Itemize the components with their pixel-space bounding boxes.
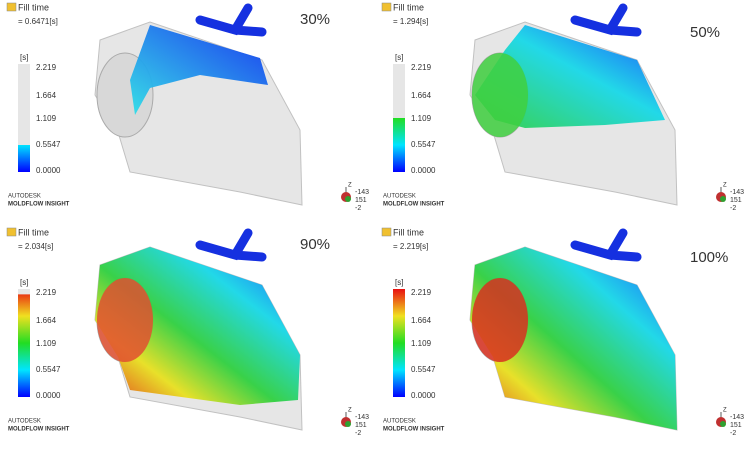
- filled-region: [130, 25, 268, 115]
- result-panel: Fill time = 0.6471[s] 30% [s] 2.219 1.664 1.10…: [6, 2, 369, 212]
- view-coordinate: -143: [730, 189, 744, 196]
- result-value: = 1.294[s]: [393, 17, 428, 26]
- legend-label: 0.0000: [36, 391, 61, 400]
- filled-region: [470, 247, 677, 430]
- axis-triad-ball: [345, 196, 351, 202]
- axis-label: Z: [723, 183, 727, 189]
- filled-region: [95, 247, 300, 405]
- result-value: = 0.6471[s]: [18, 17, 58, 26]
- runner: [570, 3, 642, 37]
- result-icon: [381, 2, 392, 12]
- bulb-fill: [472, 278, 528, 362]
- legend-label: 0.5547: [411, 140, 436, 149]
- axis-label: Z: [723, 408, 727, 414]
- runner: [570, 228, 642, 262]
- legend-label: 1.109: [36, 114, 57, 123]
- axis-triad-ball: [345, 421, 351, 427]
- product: MOLDFLOW INSIGHT: [8, 427, 70, 433]
- view-coordinate: -2: [730, 430, 736, 437]
- result-panel: Fill time = 1.294[s] 50% [s] 2.219 1.664 1.109…: [381, 2, 744, 212]
- axis-triad-ball: [720, 421, 726, 427]
- result-panel: Fill time = 2.219[s] 100% [s] 2.219 1.664 1.10…: [381, 227, 744, 437]
- product: MOLDFLOW INSIGHT: [383, 202, 445, 208]
- view-coordinate: 151: [355, 422, 367, 429]
- legend-unit: [s]: [395, 53, 403, 62]
- view-coordinate: -143: [355, 414, 369, 421]
- legend-unit: [s]: [20, 53, 28, 62]
- legend-label: 0.5547: [411, 365, 436, 374]
- view-coordinate: 151: [730, 197, 742, 204]
- legend-bar-fill: [18, 294, 30, 397]
- runner: [195, 228, 267, 262]
- percent-label: 90%: [300, 236, 330, 253]
- legend-label: 1.664: [36, 91, 57, 100]
- legend-label: 1.109: [411, 339, 432, 348]
- legend-label: 2.219: [36, 63, 57, 72]
- view-coordinate: -143: [730, 414, 744, 421]
- legend-label: 0.0000: [411, 166, 436, 175]
- view-coordinate: 151: [730, 422, 742, 429]
- product: MOLDFLOW INSIGHT: [8, 202, 70, 208]
- view-coordinate: 151: [355, 197, 367, 204]
- percent-label: 50%: [690, 24, 720, 41]
- view-coordinate: -2: [355, 430, 361, 437]
- legend-label: 1.664: [411, 91, 432, 100]
- runner: [195, 3, 267, 37]
- legend-label: 0.5547: [36, 365, 61, 374]
- brand: AUTODESK: [8, 194, 41, 200]
- legend-label: 0.0000: [36, 166, 61, 175]
- axis-label: Z: [348, 183, 352, 189]
- result-title: Fill time: [393, 227, 424, 237]
- legend-label: 0.5547: [36, 140, 61, 149]
- axis-triad-ball: [720, 196, 726, 202]
- axis-label: Z: [348, 408, 352, 414]
- product: MOLDFLOW INSIGHT: [383, 427, 445, 433]
- result-icon: [6, 227, 17, 237]
- legend-label: 1.109: [411, 114, 432, 123]
- legend-label: 2.219: [411, 288, 432, 297]
- legend-bar-fill: [18, 145, 30, 172]
- legend-bar-fill: [393, 289, 405, 397]
- legend-label: 1.664: [411, 316, 432, 325]
- view-coordinate: -2: [730, 205, 736, 212]
- percent-label: 100%: [690, 249, 728, 266]
- view-coordinate: -143: [355, 189, 369, 196]
- legend-label: 1.664: [36, 316, 57, 325]
- legend-label: 2.219: [36, 288, 57, 297]
- brand: AUTODESK: [383, 419, 416, 425]
- legend-label: 2.219: [411, 63, 432, 72]
- result-panel: Fill time = 2.034[s] 90% [s] 2.219 1.664 1.109…: [6, 227, 369, 437]
- legend-unit: [s]: [395, 278, 403, 287]
- legend-bar-fill: [393, 118, 405, 172]
- result-value: = 2.034[s]: [18, 242, 53, 251]
- brand: AUTODESK: [383, 194, 416, 200]
- brand: AUTODESK: [8, 419, 41, 425]
- result-icon: [381, 227, 392, 237]
- percent-label: 30%: [300, 11, 330, 28]
- result-title: Fill time: [393, 2, 424, 12]
- view-coordinate: -2: [355, 205, 361, 212]
- result-title: Fill time: [18, 227, 49, 237]
- legend-label: 0.0000: [411, 391, 436, 400]
- bulb-fill: [97, 278, 153, 362]
- legend-unit: [s]: [20, 278, 28, 287]
- result-value: = 2.219[s]: [393, 242, 428, 251]
- legend-label: 1.109: [36, 339, 57, 348]
- result-title: Fill time: [18, 2, 49, 12]
- bulb-fill: [472, 53, 528, 137]
- result-icon: [6, 2, 17, 12]
